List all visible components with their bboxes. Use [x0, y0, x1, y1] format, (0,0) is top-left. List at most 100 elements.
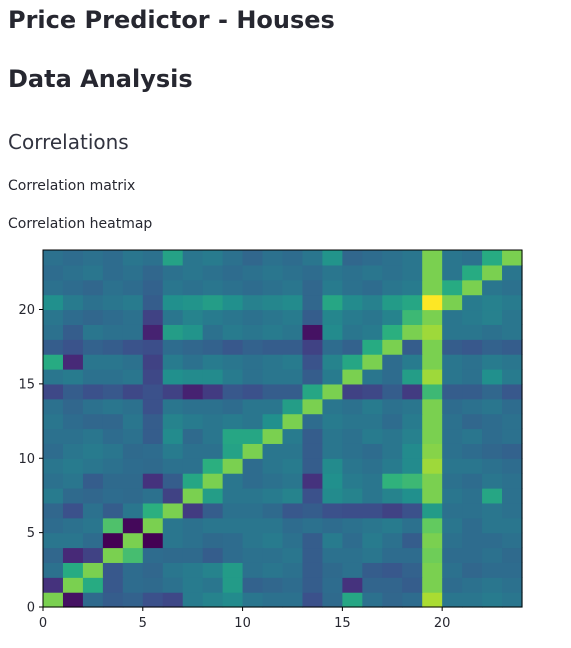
heatmap-cell: [422, 473, 443, 489]
heatmap-cell: [202, 250, 224, 266]
heatmap-cell: [122, 473, 144, 489]
heatmap-cell: [282, 547, 304, 563]
x-tick-label: 10: [234, 616, 251, 631]
heatmap-cell: [142, 562, 164, 578]
heatmap-cell: [382, 532, 403, 549]
heatmap-cell: [62, 458, 84, 474]
heatmap-cell: [122, 309, 144, 325]
heatmap-cell: [422, 250, 443, 266]
heatmap-cell: [43, 517, 64, 534]
heatmap-cell: [382, 413, 403, 430]
heatmap-cell: [62, 279, 84, 296]
heatmap-cell: [302, 473, 324, 489]
heatmap-cell: [362, 250, 383, 266]
y-tick-label: 0: [27, 601, 35, 616]
heatmap-cell: [262, 369, 284, 385]
heatmap-cell: [102, 443, 124, 459]
heatmap-cell: [382, 383, 403, 400]
heatmap-cell: [262, 279, 284, 296]
heatmap-cell: [282, 250, 304, 266]
heatmap-cell: [282, 309, 304, 325]
heatmap-cell: [182, 517, 204, 534]
heatmap-cell: [222, 473, 244, 489]
heatmap-cell: [162, 577, 184, 593]
heatmap-cell: [142, 488, 164, 504]
heatmap-cell: [202, 294, 224, 311]
heatmap-cell: [422, 547, 443, 563]
heatmap-cell: [222, 502, 244, 519]
heatmap-cell: [242, 250, 264, 266]
heatmap-cell: [142, 279, 164, 296]
heatmap-cell: [442, 264, 463, 281]
heatmap-cell: [142, 398, 164, 415]
heatmap-cell: [262, 294, 284, 311]
heatmap-cell: [182, 577, 204, 593]
heatmap-cell: [202, 592, 224, 608]
heatmap-cell: [502, 354, 523, 370]
heatmap-cell: [222, 547, 244, 563]
heatmap-cell: [342, 517, 363, 534]
heatmap-cell: [182, 264, 204, 281]
heatmap-cell: [482, 458, 503, 474]
heatmap-cell: [362, 369, 383, 385]
heatmap-cell: [182, 532, 204, 549]
heatmap-cell: [322, 250, 343, 266]
heatmap-cell: [222, 339, 244, 355]
heatmap-cell: [242, 398, 264, 415]
heatmap-cell: [202, 517, 224, 534]
heatmap-cell: [502, 309, 523, 325]
heatmap-cell: [342, 398, 363, 415]
heatmap-cell: [482, 592, 503, 608]
heatmap-cell: [82, 547, 104, 563]
heatmap-cell: [442, 532, 463, 549]
heatmap-cell: [43, 279, 64, 296]
heatmap-cell: [102, 339, 124, 355]
heatmap-cell: [102, 279, 124, 296]
heatmap-cell: [222, 592, 244, 608]
heatmap-cell: [43, 354, 64, 370]
heatmap-cell: [162, 413, 184, 430]
heatmap-cell: [462, 592, 483, 608]
heatmap-cell: [182, 562, 204, 578]
heatmap-cell: [162, 264, 184, 281]
heatmap-cell: [322, 369, 343, 385]
heatmap-cell: [222, 428, 244, 444]
heatmap-cell: [82, 250, 104, 266]
heatmap-cell: [442, 383, 463, 400]
heatmap-cell: [142, 383, 164, 400]
subsection-title: Correlations: [8, 130, 129, 154]
heatmap-cell: [102, 369, 124, 385]
heatmap-cell: [322, 592, 343, 608]
heatmap-cell: [122, 458, 144, 474]
heatmap-cell: [242, 458, 264, 474]
heatmap-cell: [222, 354, 244, 370]
heatmap-cell: [242, 577, 264, 593]
heatmap-cell: [482, 428, 503, 444]
heatmap-cell: [182, 354, 204, 370]
heatmap-cell: [342, 562, 363, 578]
heatmap-cell: [322, 279, 343, 296]
heatmap-cell: [43, 592, 64, 608]
heatmap-cell: [402, 592, 423, 608]
heatmap-cell: [82, 398, 104, 415]
heatmap-cell: [482, 354, 503, 370]
heatmap-cell: [302, 279, 324, 296]
heatmap-cell: [62, 354, 84, 370]
heatmap-cell: [422, 354, 443, 370]
heatmap-cell: [122, 517, 144, 534]
heatmap-cell: [342, 294, 363, 311]
heatmap-cell: [182, 309, 204, 325]
heatmap-cell: [242, 383, 264, 400]
heatmap-cell: [442, 250, 463, 266]
heatmap-cell: [482, 294, 503, 311]
heatmap-cell: [142, 458, 164, 474]
heatmap-cell: [342, 577, 363, 593]
heatmap-cell: [162, 502, 184, 519]
heatmap-cell: [482, 473, 503, 489]
heatmap-cell: [82, 354, 104, 370]
heatmap-cell: [282, 279, 304, 296]
heatmap-cell: [442, 592, 463, 608]
heatmap-cell: [182, 413, 204, 430]
heatmap-cell: [362, 398, 383, 415]
heatmap-cell: [342, 413, 363, 430]
